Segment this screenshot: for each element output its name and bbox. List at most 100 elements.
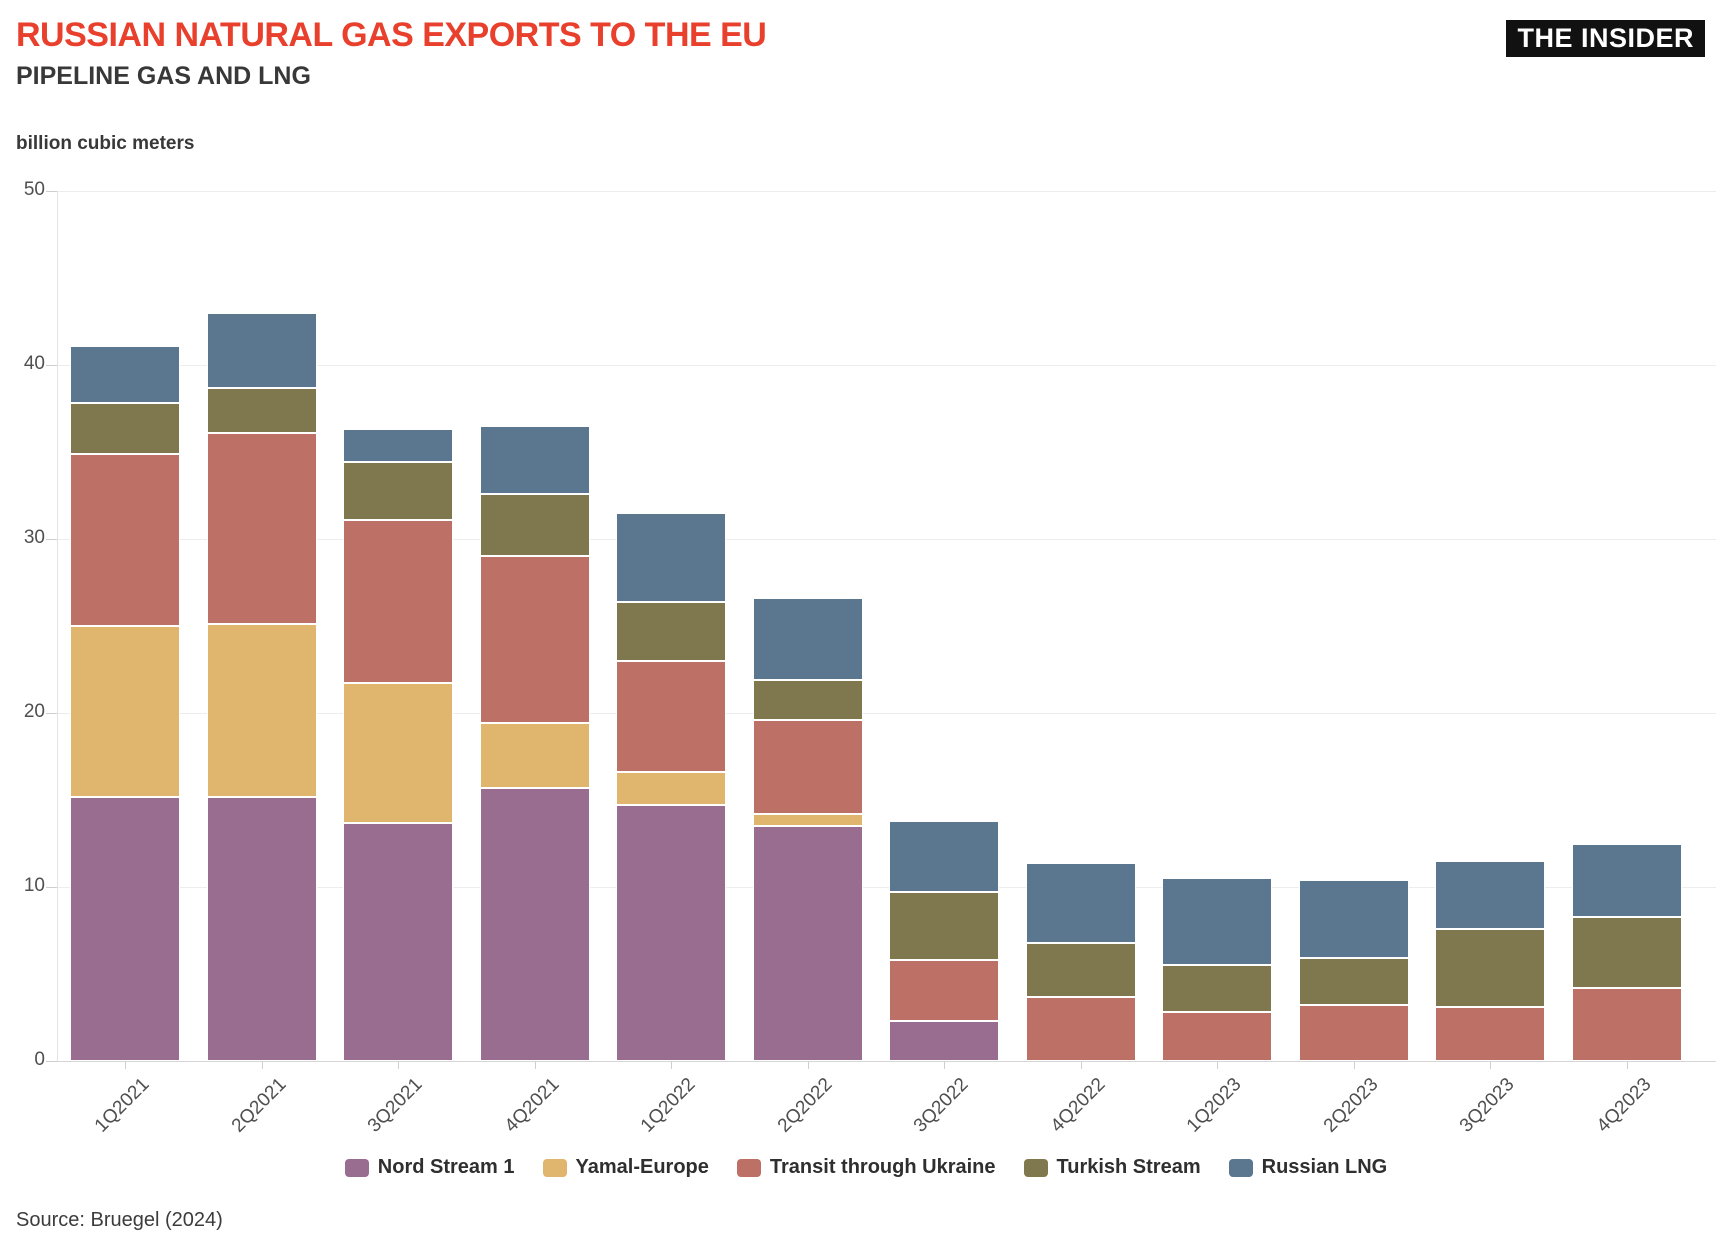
bar-segment-turkish-stream: [1298, 958, 1409, 1006]
bar-segment-nord-stream-1: [343, 822, 453, 1061]
y-axis-line: [57, 191, 58, 1061]
y-tick-label-0: 0: [34, 1049, 45, 1070]
x-tick-4Q2023: [1626, 1061, 1628, 1069]
y-tick-label-50: 50: [23, 179, 45, 200]
bar-segment-turkish-stream: [479, 493, 590, 557]
legend-item-nord-stream-1: Nord Stream 1: [344, 1156, 515, 1179]
bar-segment-yamal-europe: [343, 683, 453, 823]
x-tick-label-1Q2023: 1Q2023: [1183, 1074, 1246, 1137]
bar-segment-russian-lng: [1571, 843, 1682, 917]
bar-segment-yamal-europe: [70, 626, 180, 797]
y-tick-20: [46, 712, 57, 714]
bar-segment-russian-lng: [616, 512, 726, 602]
y-tick-0: [46, 1060, 57, 1062]
x-tick-3Q2022: [944, 1061, 945, 1069]
bar-segment-turkish-stream: [343, 462, 453, 520]
bar-segment-transit-through-ukraine: [206, 432, 317, 625]
legend-label: Turkish Stream: [1056, 1156, 1201, 1178]
bar-segment-russian-lng: [479, 425, 590, 494]
x-tick-label-2Q2022: 2Q2022: [773, 1074, 837, 1137]
bar-segment-russian-lng: [70, 345, 180, 404]
legend-swatch: [344, 1158, 369, 1177]
bar-segment-yamal-europe: [616, 772, 726, 806]
bar-segment-russian-lng: [1162, 878, 1272, 966]
bar-segment-yamal-europe: [206, 624, 317, 797]
gridline-50: [57, 190, 1716, 192]
bar-2Q2021: [206, 312, 317, 1061]
x-tick-label-4Q2021: 4Q2021: [500, 1074, 564, 1137]
bar-segment-transit-through-ukraine: [1571, 987, 1682, 1061]
bar-segment-transit-through-ukraine: [70, 453, 180, 627]
legend-item-yamal-europe: Yamal-Europe: [542, 1156, 709, 1179]
x-tick-3Q2023: [1490, 1061, 1491, 1069]
page-title: RUSSIAN NATURAL GAS EXPORTS TO THE EU: [16, 16, 767, 54]
bar-3Q2021: [343, 429, 453, 1061]
gridline-30: [57, 538, 1716, 540]
bar-segment-turkish-stream: [1162, 965, 1272, 1013]
bar-segment-turkish-stream: [1435, 928, 1545, 1008]
legend: Nord Stream 1 Yamal-Europe Transit through…: [0, 1156, 1732, 1179]
bar-segment-turkish-stream: [1025, 942, 1136, 997]
x-tick-2Q2021: [261, 1061, 263, 1069]
bar-segment-russian-lng: [752, 598, 863, 680]
x-tick-2Q2023: [1353, 1061, 1355, 1069]
bar-segment-transit-through-ukraine: [1298, 1005, 1409, 1061]
x-tick-label-4Q2022: 4Q2022: [1046, 1074, 1110, 1137]
gridline-10: [57, 886, 1716, 888]
bar-segment-russian-lng: [1435, 860, 1545, 929]
bar-4Q2023: [1571, 843, 1682, 1061]
y-tick-40: [46, 364, 57, 366]
y-tick-30: [46, 538, 57, 540]
bar-segment-nord-stream-1: [752, 826, 863, 1061]
legend-label: Russian LNG: [1261, 1156, 1388, 1178]
bar-segment-turkish-stream: [889, 892, 999, 961]
x-axis-line: [57, 1060, 1716, 1062]
bar-segment-transit-through-ukraine: [479, 556, 590, 724]
y-tick-10: [46, 886, 57, 888]
x-tick-label-3Q2022: 3Q2022: [910, 1074, 973, 1137]
x-tick-label-3Q2023: 3Q2023: [1456, 1074, 1519, 1137]
y-tick-label-40: 40: [23, 353, 45, 374]
bar-segment-russian-lng: [1025, 862, 1136, 943]
y-tick-50: [46, 190, 57, 192]
page-subtitle: PIPELINE GAS AND LNG: [16, 62, 311, 90]
legend-label: Transit through Ukraine: [769, 1156, 996, 1178]
y-tick-label-20: 20: [23, 701, 45, 722]
bar-segment-turkish-stream: [752, 679, 863, 720]
x-tick-label-1Q2021: 1Q2021: [91, 1074, 154, 1137]
bar-segment-transit-through-ukraine: [1162, 1012, 1272, 1061]
bar-segment-russian-lng: [1298, 880, 1409, 959]
brand-logo: THE INSIDER: [1506, 20, 1705, 57]
legend-item-russian-lng: Russian LNG: [1228, 1156, 1388, 1179]
bar-segment-transit-through-ukraine: [616, 660, 726, 773]
x-tick-label-3Q2021: 3Q2021: [364, 1074, 427, 1137]
bar-1Q2023: [1162, 878, 1272, 1061]
legend-swatch: [542, 1158, 567, 1177]
bar-segment-nord-stream-1: [889, 1020, 999, 1061]
x-tick-label-4Q2023: 4Q2023: [1592, 1074, 1656, 1137]
bar-segment-transit-through-ukraine: [752, 719, 863, 814]
bar-1Q2022: [616, 512, 726, 1061]
legend-swatch: [1228, 1158, 1253, 1177]
y-axis-unit-label: billion cubic meters: [16, 133, 195, 154]
bar-segment-nord-stream-1: [616, 805, 726, 1061]
x-tick-4Q2021: [534, 1061, 536, 1069]
bar-segment-russian-lng: [206, 312, 317, 388]
x-tick-1Q2021: [125, 1061, 126, 1069]
legend-label: Nord Stream 1: [377, 1156, 515, 1178]
bar-4Q2022: [1025, 862, 1136, 1061]
bar-3Q2022: [889, 820, 999, 1061]
x-tick-label-2Q2023: 2Q2023: [1319, 1074, 1383, 1137]
bar-segment-turkish-stream: [1571, 916, 1682, 988]
bar-segment-nord-stream-1: [70, 796, 180, 1061]
bar-segment-turkish-stream: [70, 403, 180, 454]
source-note: Source: Bruegel (2024): [16, 1209, 223, 1231]
bar-segment-transit-through-ukraine: [1435, 1007, 1545, 1061]
bar-segment-russian-lng: [889, 820, 999, 893]
bar-segment-turkish-stream: [206, 387, 317, 433]
bar-segment-yamal-europe: [752, 813, 863, 827]
bar-2Q2022: [752, 598, 863, 1061]
y-tick-label-10: 10: [23, 875, 45, 896]
x-tick-1Q2022: [671, 1061, 672, 1069]
